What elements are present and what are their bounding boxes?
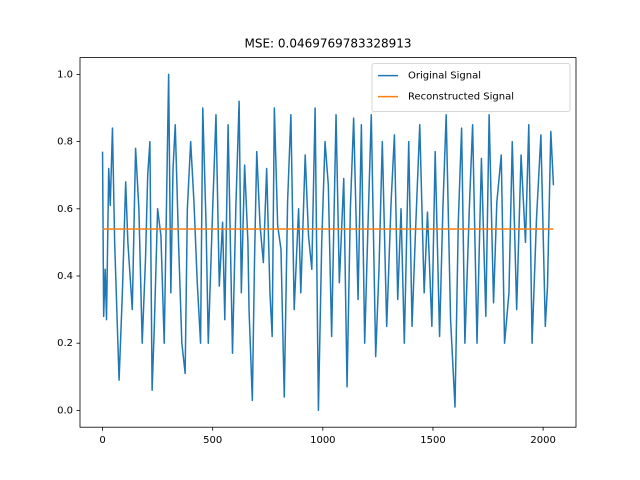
legend-label: Original Signal <box>408 71 481 82</box>
y-tick-label: 1.0 <box>57 69 73 80</box>
y-tick-label: 0.4 <box>57 271 73 282</box>
x-tick-label: 0 <box>99 435 105 446</box>
line-series <box>101 73 555 412</box>
axes-frame <box>79 57 577 428</box>
x-tick-label: 500 <box>203 435 222 446</box>
y-tick-label: 0.6 <box>57 204 73 215</box>
y-tick-label: 0.8 <box>57 137 73 148</box>
legend-label: Reconstructed Signal <box>408 92 514 103</box>
x-tick-label: 2000 <box>530 435 555 446</box>
x-tick-label: 1500 <box>420 435 445 446</box>
y-tick-label: 0.0 <box>57 405 73 416</box>
y-tick-label: 0.2 <box>57 338 73 349</box>
legend-box <box>371 63 571 112</box>
x-tick-label: 1000 <box>310 435 335 446</box>
chart-title: MSE: 0.0469769783328913 <box>244 37 411 51</box>
